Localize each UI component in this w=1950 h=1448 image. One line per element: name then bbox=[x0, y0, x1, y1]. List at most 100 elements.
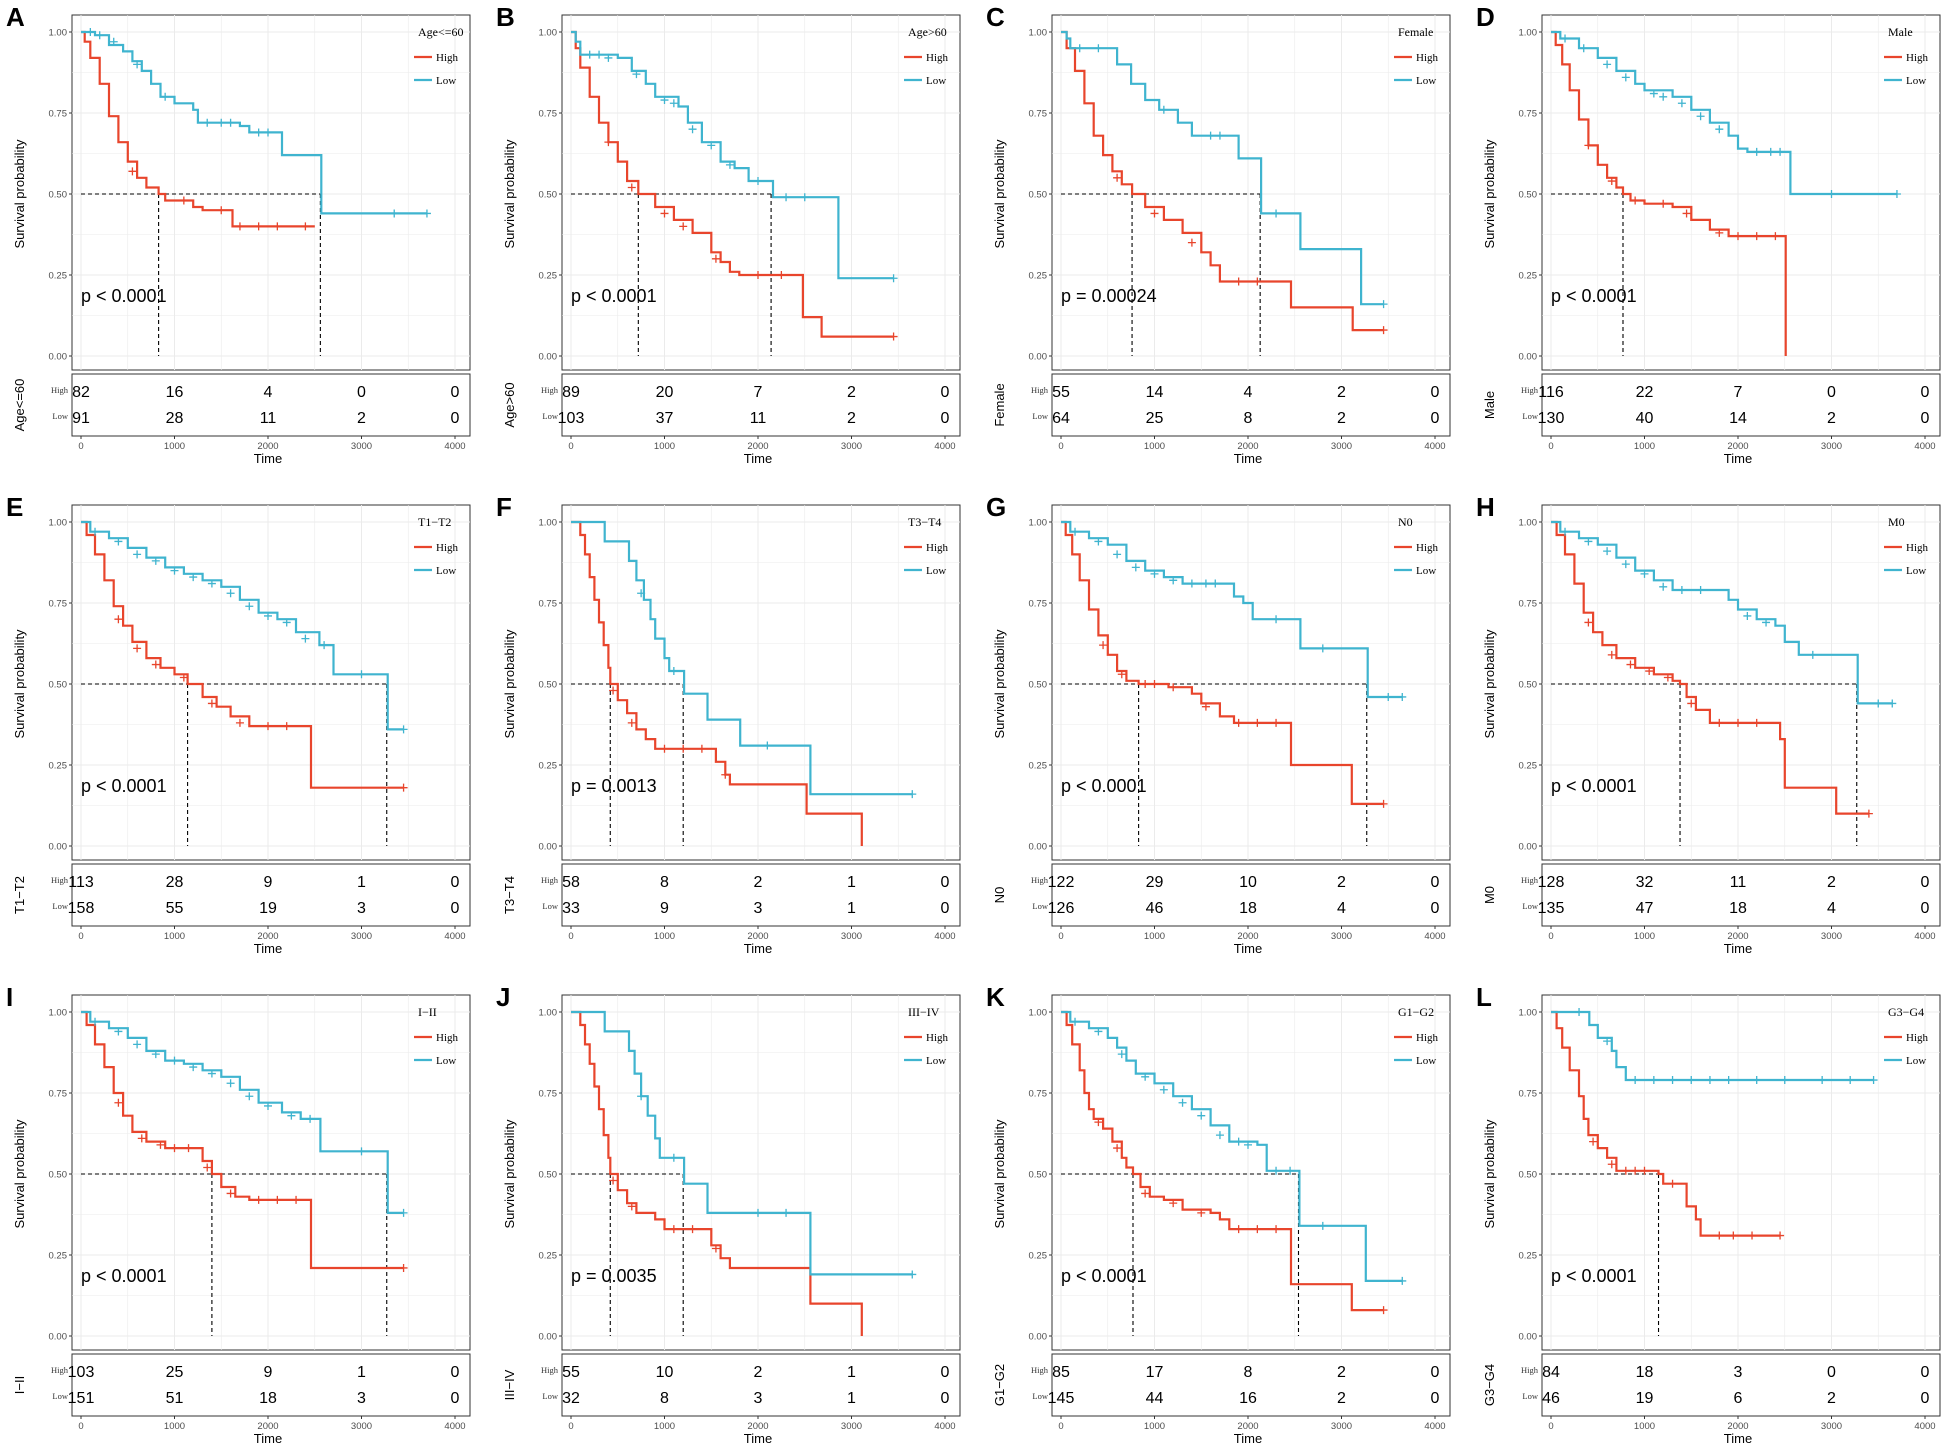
risk-count-low: 28 bbox=[166, 410, 184, 427]
x-tick-label: 4000 bbox=[1914, 441, 1935, 452]
y-tick-label: 1.00 bbox=[1029, 28, 1048, 39]
censor-mark-high bbox=[889, 332, 898, 341]
panel-letter: A bbox=[6, 2, 25, 32]
legend-label-low: Low bbox=[1416, 565, 1436, 577]
y-tick-label: 1.00 bbox=[539, 28, 558, 39]
censor-mark-low bbox=[217, 118, 226, 127]
censor-mark-low bbox=[287, 1111, 296, 1120]
risk-table-ylabel: Age>60 bbox=[502, 382, 517, 427]
km-curve-low bbox=[1551, 30, 1897, 196]
censor-mark-low bbox=[357, 1147, 366, 1156]
x-tick-label: 0 bbox=[1548, 931, 1553, 942]
x-tick-label: 0 bbox=[1058, 441, 1063, 452]
km-curve-low bbox=[571, 520, 913, 796]
risk-count-high: 58 bbox=[562, 874, 580, 891]
risk-strata-label-high: High bbox=[541, 875, 559, 885]
risk-count-low: 1 bbox=[847, 900, 856, 917]
legend-label-low: Low bbox=[926, 565, 946, 577]
km-curve-high bbox=[81, 30, 315, 228]
censor-mark-high bbox=[114, 615, 123, 624]
x-tick-label: 4000 bbox=[934, 931, 955, 942]
risk-count-high: 0 bbox=[941, 874, 950, 891]
y-tick-label: 0.50 bbox=[539, 190, 558, 201]
risk-count-high: 113 bbox=[68, 874, 94, 891]
legend-title: M0 bbox=[1888, 515, 1905, 529]
censor-mark-high bbox=[1584, 141, 1593, 150]
x-tick-label: 4000 bbox=[1914, 1421, 1935, 1432]
p-value: p < 0.0001 bbox=[1551, 776, 1637, 796]
censor-mark-low bbox=[399, 725, 408, 734]
risk-count-high: 84 bbox=[1542, 1364, 1560, 1381]
panel-letter: C bbox=[986, 2, 1005, 32]
risk-table-ylabel: T1−T2 bbox=[12, 876, 27, 914]
risk-count-high: 116 bbox=[1538, 384, 1564, 401]
risk-strata-label-low: Low bbox=[1522, 1391, 1538, 1401]
risk-strata-label-low: Low bbox=[542, 901, 558, 911]
legend-label-high: High bbox=[1906, 1032, 1929, 1044]
risk-count-low: 18 bbox=[1239, 900, 1257, 917]
censor-mark-high bbox=[1150, 680, 1159, 688]
censor-mark-high bbox=[1687, 699, 1696, 708]
p-value: p = 0.0013 bbox=[571, 776, 657, 796]
km-curve-low bbox=[1061, 30, 1384, 306]
risk-count-low: 11 bbox=[260, 410, 277, 427]
plot-frame bbox=[1051, 504, 1451, 861]
legend-title: G3−G4 bbox=[1888, 1005, 1924, 1019]
y-tick-label: 0.50 bbox=[1029, 190, 1048, 201]
censor-mark-low bbox=[399, 1208, 408, 1217]
censor-mark-high bbox=[1272, 1225, 1281, 1234]
legend-label-high: High bbox=[1906, 52, 1929, 64]
censor-mark-low bbox=[1659, 92, 1668, 101]
censor-mark-high bbox=[254, 222, 263, 231]
plot-frame bbox=[71, 504, 471, 861]
x-tick-label: 3000 bbox=[351, 441, 372, 452]
x-tick-label: 3000 bbox=[1331, 441, 1352, 452]
p-value: p < 0.0001 bbox=[81, 286, 167, 306]
risk-count-low: 0 bbox=[451, 900, 460, 917]
censor-mark-low bbox=[189, 573, 198, 582]
legend-label-high: High bbox=[436, 1032, 459, 1044]
panel-letter: F bbox=[496, 492, 512, 522]
censor-mark-high bbox=[688, 1225, 697, 1234]
censor-mark-high bbox=[627, 1202, 636, 1211]
km-curve-low bbox=[1061, 1010, 1403, 1282]
risk-count-low: 2 bbox=[847, 410, 856, 427]
y-tick-label: 0.50 bbox=[1029, 1170, 1048, 1181]
censor-mark-high bbox=[217, 206, 226, 215]
censor-mark-high bbox=[1715, 718, 1724, 727]
censor-mark-low bbox=[632, 70, 641, 79]
censor-mark-high bbox=[1640, 1166, 1649, 1175]
km-panel-b: B 0.00 0.25 0.50 0.75 1.00 Survival probabilit… bbox=[496, 2, 961, 466]
censor-mark-high bbox=[1748, 1231, 1757, 1240]
risk-count-high: 0 bbox=[1827, 384, 1836, 401]
risk-count-low: 18 bbox=[259, 1390, 277, 1407]
km-curve-low bbox=[571, 30, 894, 280]
censor-mark-low bbox=[95, 31, 104, 40]
p-value: p < 0.0001 bbox=[571, 286, 657, 306]
risk-count-low: 46 bbox=[1542, 1390, 1560, 1407]
censor-mark-low bbox=[1752, 1076, 1761, 1085]
y-axis-title: Survival probability bbox=[12, 1119, 27, 1229]
y-tick-label: 0.50 bbox=[539, 680, 558, 691]
censor-mark-high bbox=[1752, 232, 1761, 241]
legend-title: Age<=60 bbox=[418, 25, 464, 39]
y-tick-label: 0.50 bbox=[49, 680, 68, 691]
risk-count-high: 8 bbox=[1244, 1364, 1253, 1381]
censor-mark-high bbox=[151, 660, 160, 669]
legend-label-high: High bbox=[926, 1032, 949, 1044]
censor-mark-low bbox=[264, 611, 272, 620]
x-axis-title: Time bbox=[1234, 1431, 1262, 1446]
km-curve-low bbox=[1551, 520, 1893, 705]
censor-mark-high bbox=[301, 222, 310, 231]
censor-mark-low bbox=[1071, 527, 1080, 536]
y-tick-label: 0.50 bbox=[1029, 680, 1048, 691]
risk-strata-label-high: High bbox=[51, 1365, 69, 1375]
y-tick-label: 1.00 bbox=[539, 1008, 558, 1019]
censor-mark-low bbox=[320, 641, 329, 650]
risk-strata-label-high: High bbox=[1031, 875, 1049, 885]
risk-count-low: 151 bbox=[68, 1390, 95, 1407]
censor-mark-low bbox=[1398, 1276, 1407, 1285]
x-tick-label: 0 bbox=[1058, 931, 1063, 942]
censor-mark-high bbox=[184, 1144, 193, 1153]
censor-mark-high bbox=[1729, 1231, 1738, 1240]
